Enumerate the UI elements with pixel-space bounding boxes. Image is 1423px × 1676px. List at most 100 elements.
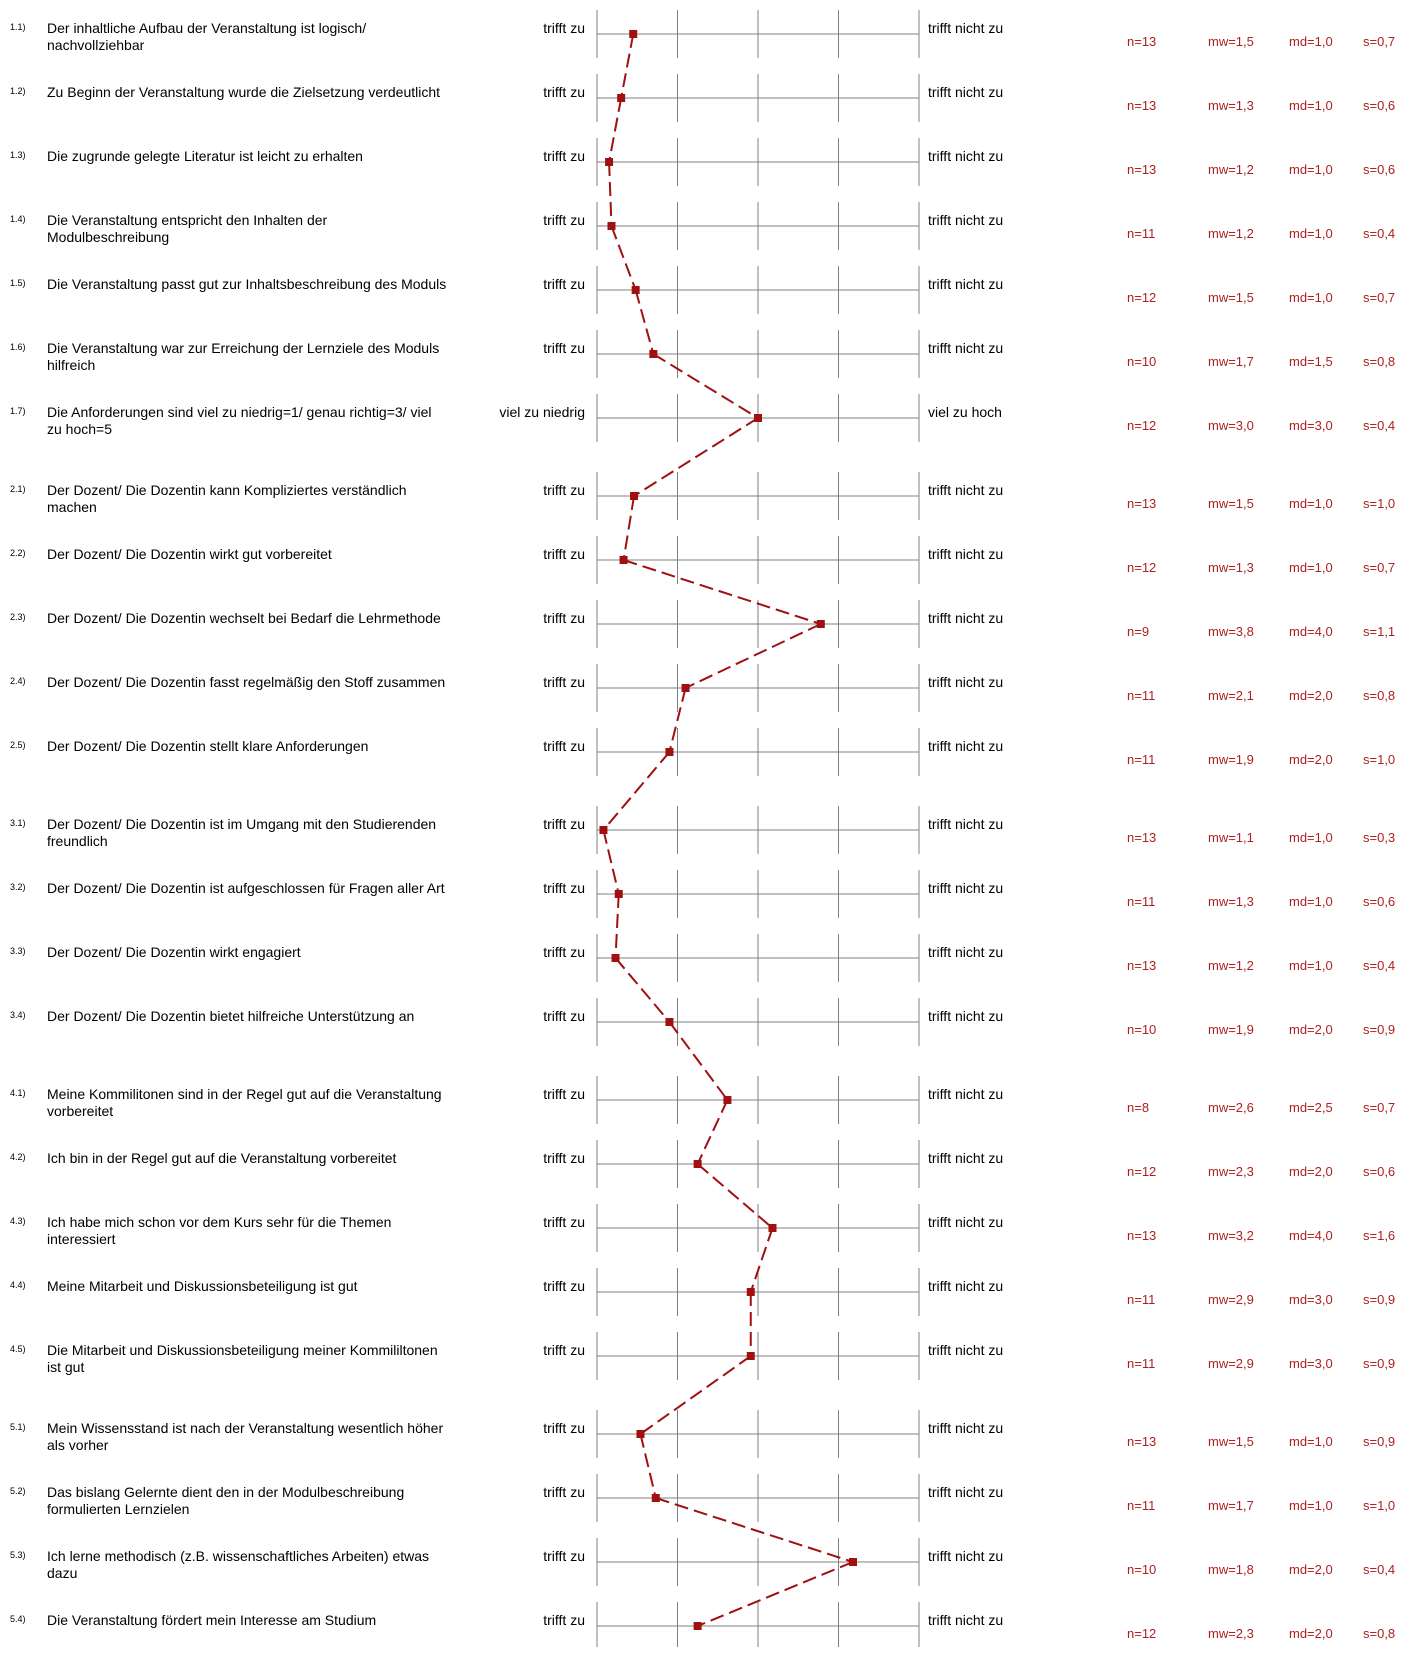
stat-sd: s=0,4: [1363, 226, 1396, 241]
scale-left-label: trifft zu: [543, 1342, 585, 1358]
stat-median: md=1,0: [1289, 1434, 1333, 1449]
item-number: 2.1): [10, 484, 26, 494]
mean-marker: [848, 1558, 857, 1566]
scale-left-label: trifft zu: [543, 340, 585, 356]
scale-right-label: trifft nicht zu: [928, 276, 1004, 292]
stat-sd: s=0,8: [1363, 1626, 1396, 1641]
item-question: Meine Kommilitonen sind in der Regel gut…: [47, 1086, 442, 1119]
survey-item: 1.1) Der inhaltliche Aufbau der Veranstal…: [0, 20, 1423, 84]
scale-left-label: trifft zu: [543, 1420, 585, 1436]
profile-segment: [749, 1227, 774, 1293]
stat-mean: mw=1,8: [1208, 1562, 1254, 1577]
scale-left-label: trifft zu: [543, 1214, 585, 1230]
profile-segment: [696, 1163, 774, 1229]
survey-item: 1.7) Die Anforderungen sind viel zu niedr…: [0, 404, 1423, 468]
stat-mean: mw=1,2: [1208, 958, 1254, 973]
survey-item: 1.3) Die zugrunde gelegte Literatur ist l…: [0, 148, 1423, 212]
survey-item: 3.4) Der Dozent/ Die Dozentin bietet hilf…: [0, 1008, 1423, 1072]
stat-mean: mw=1,1: [1208, 830, 1254, 845]
item-number: 3.2): [10, 882, 26, 892]
stat-sd: s=0,3: [1363, 830, 1396, 845]
stat-sd: s=0,8: [1363, 688, 1396, 703]
stat-mean: mw=3,0: [1208, 418, 1254, 433]
scale-left-label: trifft zu: [543, 1150, 585, 1166]
item-question: Der inhaltliche Aufbau der Veranstaltung…: [47, 20, 367, 53]
mean-marker: [607, 222, 616, 230]
item-number: 5.3): [10, 1550, 26, 1560]
stat-median: md=1,0: [1289, 894, 1333, 909]
scale-right-label: trifft nicht zu: [928, 610, 1004, 626]
stat-sd: s=1,0: [1363, 1498, 1396, 1513]
mean-marker: [631, 286, 640, 294]
item-question: Der Dozent/ Die Dozentin ist im Umgang m…: [47, 816, 437, 849]
profile-segment: [602, 751, 671, 831]
stat-mean: mw=2,3: [1208, 1626, 1254, 1641]
scale-left-label: trifft zu: [543, 610, 585, 626]
stat-mean: mw=1,2: [1208, 162, 1254, 177]
survey-item: 1.2) Zu Beginn der Veranstaltung wurde di…: [0, 84, 1423, 148]
item-question: Der Dozent/ Die Dozentin stellt klare An…: [47, 738, 369, 754]
profile-segment: [639, 1355, 752, 1435]
mean-marker: [619, 556, 628, 564]
stat-mean: mw=2,1: [1208, 688, 1254, 703]
scale-right-label: trifft nicht zu: [928, 20, 1004, 36]
scale-left-label: trifft zu: [543, 84, 585, 100]
survey-item: 4.2) Ich bin in der Regel gut auf die Ver…: [0, 1150, 1423, 1214]
item-question: Ich bin in der Regel gut auf die Veranst…: [47, 1150, 397, 1166]
mean-marker: [681, 684, 690, 692]
item-number: 2.3): [10, 612, 26, 622]
stat-median: md=1,0: [1289, 496, 1333, 511]
profile-segment: [620, 33, 635, 99]
survey-item: 3.3) Der Dozent/ Die Dozentin wirkt engag…: [0, 944, 1423, 1008]
stat-n: n=10: [1127, 354, 1157, 369]
stat-median: md=1,0: [1289, 226, 1333, 241]
item-question: Das bislang Gelernte dient den in der Mo…: [47, 1484, 405, 1517]
stat-n: n=10: [1127, 1562, 1157, 1577]
stat-median: md=2,0: [1289, 1022, 1333, 1037]
profile-segment: [697, 1561, 854, 1627]
stat-sd: s=0,9: [1363, 1434, 1396, 1449]
stat-mean: mw=2,3: [1208, 1164, 1254, 1179]
scale-right-label: trifft nicht zu: [928, 546, 1004, 562]
stat-n: n=13: [1127, 162, 1157, 177]
item-question: Die Veranstaltung fördert mein Interesse…: [47, 1612, 377, 1628]
scale-left-label: trifft zu: [543, 20, 585, 36]
survey-item: 2.2) Der Dozent/ Die Dozentin wirkt gut v…: [0, 546, 1423, 610]
stat-sd: s=0,4: [1363, 1562, 1396, 1577]
item-number: 4.2): [10, 1152, 26, 1162]
item-number: 1.7): [10, 406, 26, 416]
stat-n: n=11: [1127, 226, 1156, 241]
profile-segment: [668, 1021, 729, 1101]
profile-segment: [655, 1497, 854, 1563]
scale-left-label: trifft zu: [543, 1548, 585, 1564]
item-number: 2.5): [10, 740, 26, 750]
stat-mean: mw=1,7: [1208, 1498, 1254, 1513]
mean-marker: [651, 1494, 660, 1502]
stat-mean: mw=1,5: [1208, 34, 1254, 49]
mean-marker: [693, 1622, 702, 1630]
survey-item: 2.1) Der Dozent/ Die Dozentin kann Kompli…: [0, 482, 1423, 546]
item-question: Die zugrunde gelegte Literatur ist leich…: [47, 148, 363, 164]
scale-right-label: trifft nicht zu: [928, 482, 1004, 498]
item-number: 1.2): [10, 86, 26, 96]
scale-right-label: trifft nicht zu: [928, 1150, 1004, 1166]
stat-sd: s=0,7: [1363, 1100, 1396, 1115]
item-number: 5.4): [10, 1614, 26, 1624]
item-question: Der Dozent/ Die Dozentin fasst regelmäßi…: [47, 674, 446, 690]
item-number: 3.3): [10, 946, 26, 956]
stat-n: n=13: [1127, 34, 1157, 49]
stat-mean: mw=1,2: [1208, 226, 1254, 241]
scale-right-label: trifft nicht zu: [928, 212, 1004, 228]
survey-item: 4.4) Meine Mitarbeit und Diskussionsbetei…: [0, 1278, 1423, 1342]
stat-median: md=1,0: [1289, 958, 1333, 973]
mean-marker: [754, 414, 762, 422]
item-number: 1.6): [10, 342, 26, 352]
stat-sd: s=0,9: [1363, 1356, 1396, 1371]
survey-item: 3.1) Der Dozent/ Die Dozentin ist im Umga…: [0, 816, 1423, 880]
stat-n: n=13: [1127, 830, 1157, 845]
stat-n: n=9: [1127, 624, 1150, 639]
stat-n: n=12: [1127, 1164, 1157, 1179]
mean-marker: [649, 350, 658, 358]
stat-median: md=4,0: [1289, 624, 1333, 639]
